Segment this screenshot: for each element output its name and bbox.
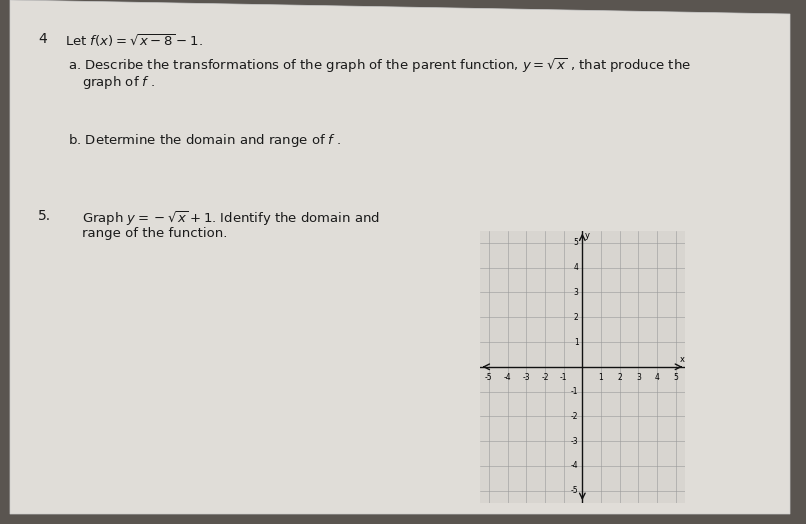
Text: 3: 3 [636, 373, 641, 382]
Text: 4: 4 [38, 32, 47, 46]
Text: range of the function.: range of the function. [82, 227, 227, 240]
Text: -1: -1 [571, 387, 579, 396]
Text: 4: 4 [574, 263, 579, 272]
Text: x: x [679, 355, 684, 364]
Text: -4: -4 [504, 373, 512, 382]
Text: 2: 2 [574, 313, 579, 322]
Text: Let $f(x) = \sqrt{x-8}-1$.: Let $f(x) = \sqrt{x-8}-1$. [65, 32, 203, 49]
Text: Graph $y = -\sqrt{x}+1$. Identify the domain and: Graph $y = -\sqrt{x}+1$. Identify the do… [82, 209, 380, 228]
Text: 5.: 5. [38, 209, 51, 223]
Text: -3: -3 [522, 373, 530, 382]
Text: y: y [585, 231, 590, 240]
Text: 1: 1 [599, 373, 604, 382]
Text: a. Describe the transformations of the graph of the parent function, $y = \sqrt{: a. Describe the transformations of the g… [68, 56, 691, 75]
Text: -5: -5 [485, 373, 492, 382]
Text: 5: 5 [673, 373, 678, 382]
Text: graph of $f$ .: graph of $f$ . [82, 74, 156, 91]
Text: -5: -5 [571, 486, 579, 495]
Text: 3: 3 [574, 288, 579, 297]
Polygon shape [10, 0, 790, 514]
Text: -2: -2 [571, 412, 579, 421]
Text: b. Determine the domain and range of $f$ .: b. Determine the domain and range of $f$… [68, 132, 342, 149]
Text: -2: -2 [541, 373, 549, 382]
Text: -3: -3 [571, 436, 579, 445]
Text: 2: 2 [617, 373, 622, 382]
Text: -4: -4 [571, 462, 579, 471]
Text: 4: 4 [654, 373, 659, 382]
Text: -1: -1 [560, 373, 567, 382]
Text: 1: 1 [574, 337, 579, 346]
Text: 5: 5 [574, 238, 579, 247]
